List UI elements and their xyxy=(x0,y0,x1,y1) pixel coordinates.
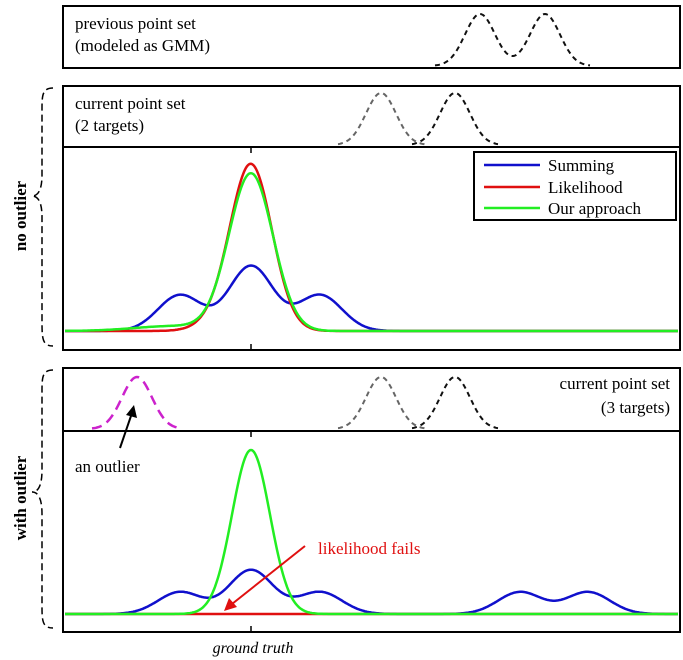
panel-previous: previous point set (modeled as GMM) xyxy=(62,5,681,69)
legend: Summing Likelihood Our approach xyxy=(473,151,677,221)
plot-with-outlier-frame xyxy=(62,430,681,633)
brace-no-outlier xyxy=(31,87,54,347)
side-label-no-outlier: no outlier xyxy=(11,87,54,347)
panel-current-3: current point set (3 targets) xyxy=(62,367,681,432)
outlier-arrow-head xyxy=(126,405,137,418)
panel-with-outlier-plot: an outlier likelihood fails xyxy=(62,405,681,633)
annotation-likelihood-fails: likelihood fails xyxy=(318,539,420,558)
likelihood-arrow-head xyxy=(224,598,237,611)
current-3-label-line1: current point set xyxy=(560,374,671,393)
current-3-gmm-curve-1 xyxy=(337,375,426,430)
current-2-label-line1: current point set xyxy=(75,94,186,113)
current-3-label-line2: (3 targets) xyxy=(601,398,670,417)
panel-no-outlier-plot: Summing Likelihood Our approach xyxy=(62,146,681,351)
label-with-outlier: with outlier xyxy=(11,455,30,540)
likelihood-arrow-shaft xyxy=(231,545,306,605)
current-gmm-curve-2 xyxy=(411,91,499,146)
current-gmm-curve-1 xyxy=(337,91,426,146)
current-2-label-line2: (2 targets) xyxy=(75,116,144,135)
plot-no-outlier-frame xyxy=(62,146,681,351)
series-our-approach-2 xyxy=(65,448,678,616)
previous-label-line1: previous point set xyxy=(75,14,196,33)
panel-current-2: current point set (2 targets) xyxy=(62,85,681,148)
xaxis-label: ground truth xyxy=(213,640,294,657)
previous-label-line2: (modeled as GMM) xyxy=(75,36,210,55)
series-summing-2 xyxy=(65,568,678,616)
series-summing xyxy=(65,264,678,333)
series-our-approach xyxy=(65,171,678,333)
current-3-gmm-curve-2 xyxy=(411,375,499,430)
previous-gmm-curve xyxy=(434,12,591,67)
label-no-outlier: no outlier xyxy=(11,180,30,251)
brace-with-outlier xyxy=(31,369,54,629)
annotation-outlier: an outlier xyxy=(75,457,140,476)
legend-label-our-approach: Our approach xyxy=(548,199,641,218)
outlier-arrow-shaft xyxy=(119,412,133,449)
side-label-with-outlier: with outlier xyxy=(11,369,54,629)
outlier-gmm-curve xyxy=(91,375,183,430)
panel-previous-frame xyxy=(62,5,681,69)
legend-label-likelihood: Likelihood xyxy=(548,178,623,197)
legend-label-summing: Summing xyxy=(548,156,615,175)
